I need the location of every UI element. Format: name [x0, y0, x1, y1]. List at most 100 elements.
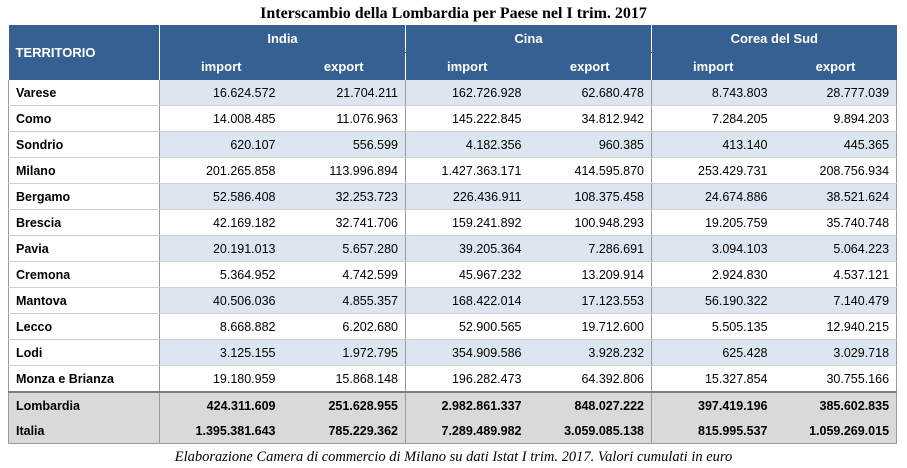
value-cell: 4.537.121	[774, 261, 898, 288]
value-cell: 1.395.381.643	[159, 418, 283, 444]
table-title: Interscambio della Lombardia per Paese n…	[260, 5, 647, 22]
value-cell: 20.191.013	[159, 235, 283, 262]
value-cell: 7.284.205	[651, 105, 775, 132]
value-cell: 208.756.934	[774, 157, 898, 184]
value-cell: 4.855.357	[282, 287, 406, 314]
value-cell: 42.169.182	[159, 209, 283, 236]
value-cell: 19.712.600	[528, 313, 653, 340]
table-row: Lodi 3.125.155 1.972.795 354.909.586 3.928.2…	[8, 339, 898, 366]
value-cell: 11.076.963	[282, 105, 406, 132]
table-row: Pavia 20.191.013 5.657.280 39.205.364 7.286.…	[8, 235, 898, 262]
value-cell: 19.205.759	[651, 209, 775, 236]
table-row: Bergamo 52.586.408 32.253.723 226.436.911 10…	[8, 183, 898, 210]
value-cell: 100.948.293	[528, 209, 653, 236]
table-row: Como 14.008.485 11.076.963 145.222.845 34.81…	[8, 105, 898, 132]
value-cell: 5.364.952	[159, 261, 283, 288]
value-cell: 556.599	[282, 131, 406, 158]
table-row: Lecco 8.668.882 6.202.680 52.900.565 19.712.…	[8, 313, 898, 340]
value-cell: 1.972.795	[282, 339, 406, 366]
value-cell: 8.668.882	[159, 313, 283, 340]
country-header-cina: Cina	[405, 25, 653, 53]
import-header: import	[405, 52, 529, 80]
value-cell: 196.282.473	[405, 365, 529, 393]
territory-name: Como	[8, 105, 160, 132]
table-row: Sondrio 620.107 556.599 4.182.356 960.385 413…	[8, 131, 898, 158]
value-cell: 8.743.803	[651, 80, 775, 106]
value-cell: 108.375.458	[528, 183, 653, 210]
total-row: Lombardia 424.311.609 251.628.955 2.982.861…	[8, 391, 898, 418]
value-cell: 201.265.858	[159, 157, 283, 184]
header-row-countries: TERRITORIO India Cina Corea del Sud	[8, 25, 897, 80]
value-cell: 5.657.280	[282, 235, 406, 262]
table-body: Varese 16.624.572 21.704.211 162.726.928 62.…	[8, 80, 898, 444]
table-row: Brescia 42.169.182 32.741.706 159.241.892 10…	[8, 209, 898, 236]
table-row: Varese 16.624.572 21.704.211 162.726.928 62.…	[8, 80, 898, 106]
value-cell: 1.059.269.015	[774, 418, 898, 444]
value-cell: 413.140	[651, 131, 775, 158]
territory-name: Milano	[8, 157, 160, 184]
value-cell: 145.222.845	[405, 105, 529, 132]
table-row: Cremona 5.364.952 4.742.599 45.967.232 13.20…	[8, 261, 898, 288]
territory-name: Cremona	[8, 261, 160, 288]
source-note: Elaborazione Camera di commercio di Mila…	[174, 449, 733, 465]
territorio-header: TERRITORIO	[8, 25, 160, 80]
value-cell: 56.190.322	[651, 287, 775, 314]
value-cell: 3.059.085.138	[528, 418, 653, 444]
value-cell: 40.506.036	[159, 287, 283, 314]
value-cell: 625.428	[651, 339, 775, 366]
territory-name: Mantova	[8, 287, 160, 314]
value-cell: 2.924.830	[651, 261, 775, 288]
value-cell: 15.327.854	[651, 365, 775, 393]
value-cell: 52.586.408	[159, 183, 283, 210]
value-cell: 45.967.232	[405, 261, 529, 288]
value-cell: 24.674.886	[651, 183, 775, 210]
value-cell: 28.777.039	[774, 80, 898, 106]
value-cell: 7.286.691	[528, 235, 653, 262]
territory-name: Bergamo	[8, 183, 160, 210]
value-cell: 1.427.363.171	[405, 157, 529, 184]
import-header: import	[159, 52, 283, 80]
territory-name: Brescia	[8, 209, 160, 236]
territory-name: Pavia	[8, 235, 160, 262]
value-cell: 6.202.680	[282, 313, 406, 340]
value-cell: 30.755.166	[774, 365, 898, 393]
value-cell: 9.894.203	[774, 105, 898, 132]
header-row-flows: import export import export import expor…	[9, 52, 897, 80]
value-cell: 159.241.892	[405, 209, 529, 236]
value-cell: 12.940.215	[774, 313, 898, 340]
value-cell: 3.928.232	[528, 339, 653, 366]
table-row: Monza e Brianza 19.180.959 15.868.148 196.2…	[8, 365, 898, 393]
territory-name: Sondrio	[8, 131, 160, 158]
value-cell: 397.419.196	[651, 391, 775, 418]
value-cell: 19.180.959	[159, 365, 283, 393]
value-cell: 785.229.362	[282, 418, 406, 444]
value-cell: 815.995.537	[651, 418, 775, 444]
value-cell: 52.900.565	[405, 313, 529, 340]
total-name: Lombardia	[8, 391, 160, 418]
value-cell: 32.253.723	[282, 183, 406, 210]
value-cell: 15.868.148	[282, 365, 406, 393]
value-cell: 7.140.479	[774, 287, 898, 314]
value-cell: 5.064.223	[774, 235, 898, 262]
export-header: export	[282, 52, 406, 80]
value-cell: 960.385	[528, 131, 653, 158]
value-cell: 253.429.731	[651, 157, 775, 184]
value-cell: 39.205.364	[405, 235, 529, 262]
value-cell: 35.740.748	[774, 209, 898, 236]
trade-table: TERRITORIO India Cina Corea del Sud impo…	[8, 25, 898, 444]
import-header: import	[651, 52, 775, 80]
value-cell: 162.726.928	[405, 80, 529, 106]
table-row: Milano 201.265.858 113.996.894 1.427.363.17…	[8, 157, 898, 184]
value-cell: 848.027.222	[528, 391, 653, 418]
table-row: Mantova 40.506.036 4.855.357 168.422.014 17.…	[8, 287, 898, 314]
export-header: export	[774, 52, 897, 80]
value-cell: 226.436.911	[405, 183, 529, 210]
value-cell: 354.909.586	[405, 339, 529, 366]
value-cell: 3.094.103	[651, 235, 775, 262]
value-cell: 4.742.599	[282, 261, 406, 288]
value-cell: 2.982.861.337	[405, 391, 529, 418]
country-header-corea: Corea del Sud	[651, 25, 897, 53]
territory-name: Monza e Brianza	[8, 365, 160, 393]
value-cell: 21.704.211	[282, 80, 406, 106]
value-cell: 5.505.135	[651, 313, 775, 340]
